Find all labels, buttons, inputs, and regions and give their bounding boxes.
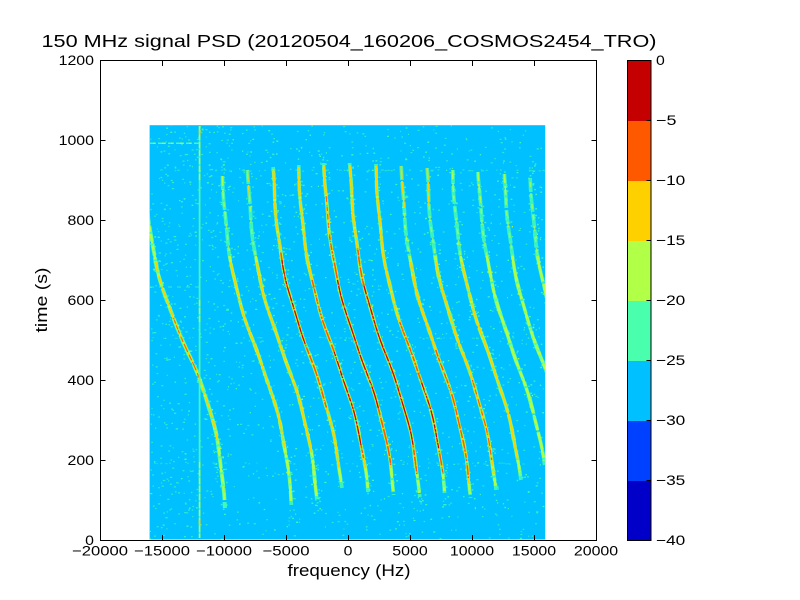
svg-text:−15000: −15000	[134, 543, 190, 559]
svg-text:−25: −25	[656, 352, 686, 368]
svg-text:frequency (Hz): frequency (Hz)	[288, 561, 411, 580]
svg-text:−20: −20	[656, 292, 686, 308]
svg-text:−5000: −5000	[263, 543, 310, 559]
svg-text:0: 0	[656, 52, 665, 68]
svg-text:−10: −10	[656, 172, 686, 188]
svg-text:−30: −30	[656, 412, 686, 428]
svg-text:20000: 20000	[574, 543, 618, 559]
svg-text:−35: −35	[656, 472, 686, 488]
svg-text:0: 0	[85, 532, 94, 548]
svg-text:−5: −5	[656, 112, 677, 128]
svg-text:400: 400	[68, 372, 95, 388]
svg-text:600: 600	[68, 292, 95, 308]
svg-text:1000: 1000	[59, 132, 95, 148]
svg-text:−15: −15	[656, 232, 686, 248]
svg-text:200: 200	[68, 452, 95, 468]
svg-text:15000: 15000	[512, 543, 556, 559]
svg-text:10000: 10000	[450, 543, 494, 559]
svg-text:time (s): time (s)	[32, 268, 51, 333]
svg-text:150 MHz signal PSD (20120504_1: 150 MHz signal PSD (20120504_160206_COSM…	[42, 32, 657, 51]
svg-text:−10000: −10000	[196, 543, 252, 559]
svg-text:0: 0	[344, 543, 353, 559]
svg-text:5000: 5000	[392, 543, 428, 559]
svg-text:−20000: −20000	[72, 543, 128, 559]
svg-text:−40: −40	[656, 532, 686, 548]
svg-text:800: 800	[68, 212, 95, 228]
svg-text:1200: 1200	[59, 52, 95, 68]
